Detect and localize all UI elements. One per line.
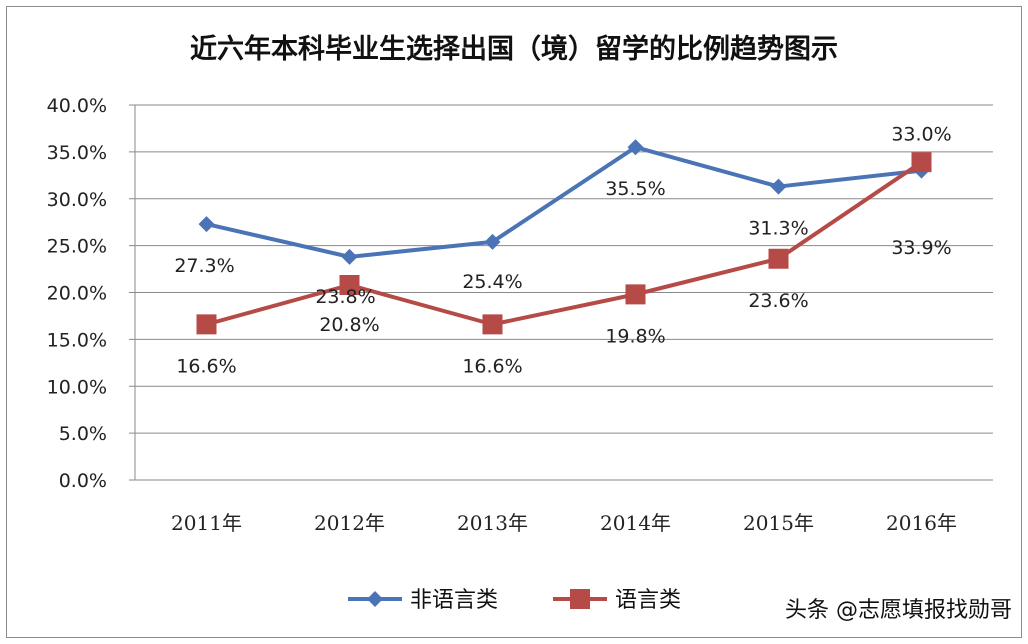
legend: 非语言类 语言类	[348, 588, 681, 613]
data-label: 16.6%	[176, 355, 236, 377]
y-tick-label: 0.0%	[59, 470, 107, 492]
data-label: 20.8%	[319, 314, 379, 336]
y-tick-label: 40.0%	[47, 95, 107, 117]
square-marker	[482, 314, 503, 335]
diamond-marker	[341, 248, 358, 265]
y-tick-label: 35.0%	[47, 142, 107, 164]
y-tick-label: 15.0%	[47, 329, 107, 351]
diamond-marker	[484, 233, 501, 250]
data-label: 33.0%	[891, 124, 951, 146]
y-tick-label: 20.0%	[47, 283, 107, 305]
diamond-marker	[770, 178, 787, 195]
square-marker	[196, 314, 217, 335]
square-marker	[625, 284, 646, 305]
data-label: 23.6%	[748, 290, 808, 312]
legend-square-marker	[570, 589, 590, 609]
data-label: 31.3%	[748, 218, 808, 240]
series-line-language	[205, 160, 923, 327]
y-tick-label: 10.0%	[47, 376, 107, 398]
square-marker	[768, 248, 789, 269]
data-labels: 27.3% 23.8% 25.4% 35.5% 31.3% 33.0% 16.6% 20.8%…	[174, 124, 951, 378]
x-tick-label: 2016年	[886, 511, 957, 535]
x-tick-label: 2015年	[743, 511, 814, 535]
y-tick-label: 30.0%	[47, 189, 107, 211]
square-marker	[339, 275, 360, 295]
legend-label: 非语言类	[410, 588, 498, 613]
data-label: 25.4%	[462, 271, 522, 293]
chart-frame	[6, 6, 1022, 638]
data-label: 23.8%	[315, 286, 375, 308]
square-marker	[911, 152, 932, 173]
x-tick-label: 2014年	[600, 511, 671, 535]
legend-label: 语言类	[615, 588, 681, 613]
grid	[135, 104, 993, 481]
y-tick-label: 25.0%	[47, 236, 107, 258]
series	[196, 139, 932, 335]
data-label: 35.5%	[605, 178, 665, 200]
series-line-non-language	[206, 145, 922, 259]
legend-diamond-marker	[367, 591, 383, 607]
watermark-text: 头条 @志愿填报找勋哥	[785, 598, 1012, 623]
y-tick-label: 5.0%	[59, 423, 107, 445]
diamond-marker	[627, 139, 644, 156]
data-label: 33.9%	[891, 237, 951, 259]
data-label: 19.8%	[605, 325, 665, 347]
axes: 0.0% 5.0% 10.0% 15.0% 20.0% 25.0% 30.0% 35.0% 40…	[47, 95, 993, 535]
chart-title: 近六年本科毕业生选择出国（境）留学的比例趋势图示	[190, 33, 838, 65]
data-label: 27.3%	[174, 255, 234, 277]
diamond-marker	[198, 216, 215, 233]
data-label: 16.6%	[462, 355, 522, 377]
x-tick-label: 2011年	[171, 511, 242, 535]
x-tick-label: 2013年	[457, 511, 528, 535]
x-tick-label: 2012年	[314, 511, 385, 535]
